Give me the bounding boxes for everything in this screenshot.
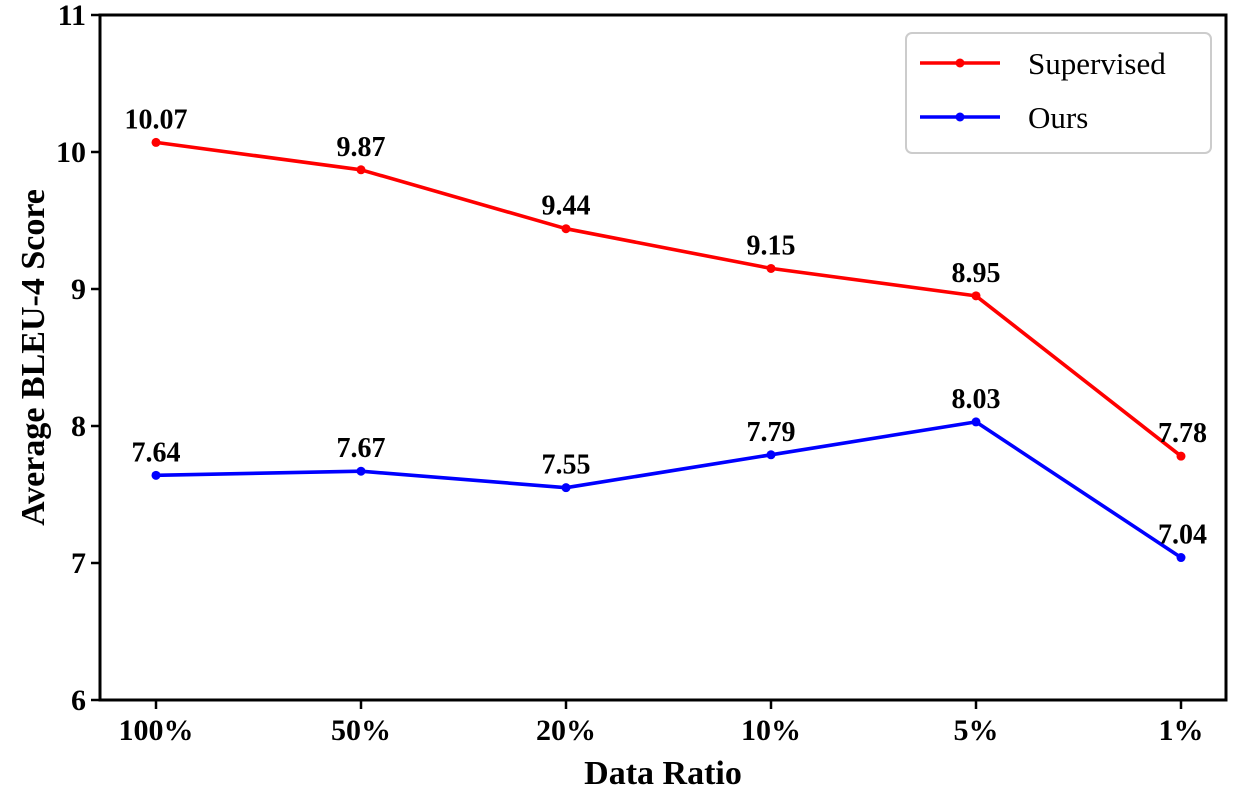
data-label: 7.67 — [337, 433, 386, 464]
data-label: 7.78 — [1158, 418, 1207, 449]
axes: 100% 50% 20% 10% 5% 1% 6 7 8 9 10 11 — [56, 0, 1228, 747]
data-labels: 10.07 9.87 9.44 9.15 8.95 7.78 7.64 7.67 7.55 7.7… — [125, 104, 1208, 550]
plot-frame — [98, 13, 1228, 702]
x-tick-label: 10% — [741, 714, 801, 747]
y-tick-label: 8 — [71, 410, 86, 443]
data-point — [561, 483, 571, 493]
x-tick-label: 5% — [954, 714, 999, 747]
data-point — [151, 470, 161, 480]
y-tick-label: 6 — [71, 684, 86, 717]
data-point — [151, 137, 161, 147]
data-label: 7.55 — [542, 450, 591, 481]
data-point — [766, 450, 776, 460]
data-label: 7.79 — [747, 417, 796, 448]
y-tick-label: 9 — [71, 273, 86, 306]
x-tick-label: 50% — [331, 714, 391, 747]
data-point — [356, 466, 366, 476]
data-point — [971, 417, 981, 427]
x-tick-label: 100% — [119, 714, 194, 747]
series-line-2 — [154, 420, 1183, 560]
data-label: 9.87 — [337, 132, 386, 163]
data-label: 9.15 — [747, 230, 796, 261]
data-point — [1176, 553, 1186, 563]
x-axis-title: Data Ratio — [584, 755, 742, 789]
legend-marker — [955, 58, 965, 68]
series-line-1 — [154, 140, 1183, 458]
data-label: 8.95 — [952, 258, 1001, 289]
legend-label: Ours — [1028, 100, 1088, 135]
data-label: 8.03 — [952, 384, 1001, 415]
data-point — [971, 291, 981, 301]
data-point — [561, 224, 571, 234]
data-label: 10.07 — [125, 104, 188, 135]
data-point — [1176, 451, 1186, 461]
y-tick-label: 10 — [56, 136, 86, 169]
x-tick-label: 20% — [536, 714, 596, 747]
y-tick-label: 7 — [71, 547, 86, 580]
legend: Supervised Ours — [905, 32, 1212, 154]
data-label: 7.64 — [132, 437, 181, 468]
data-point — [766, 263, 776, 273]
data-label: 9.44 — [542, 191, 591, 222]
plot-area — [151, 137, 1186, 563]
y-axis-title: Average BLEU-4 Score — [15, 189, 52, 526]
y-tick-label: 11 — [58, 0, 86, 32]
data-point — [356, 165, 366, 175]
legend-label: Supervised — [1028, 46, 1166, 81]
legend-marker — [955, 112, 965, 122]
data-label: 7.04 — [1158, 520, 1207, 551]
x-tick-label: 1% — [1159, 714, 1204, 747]
